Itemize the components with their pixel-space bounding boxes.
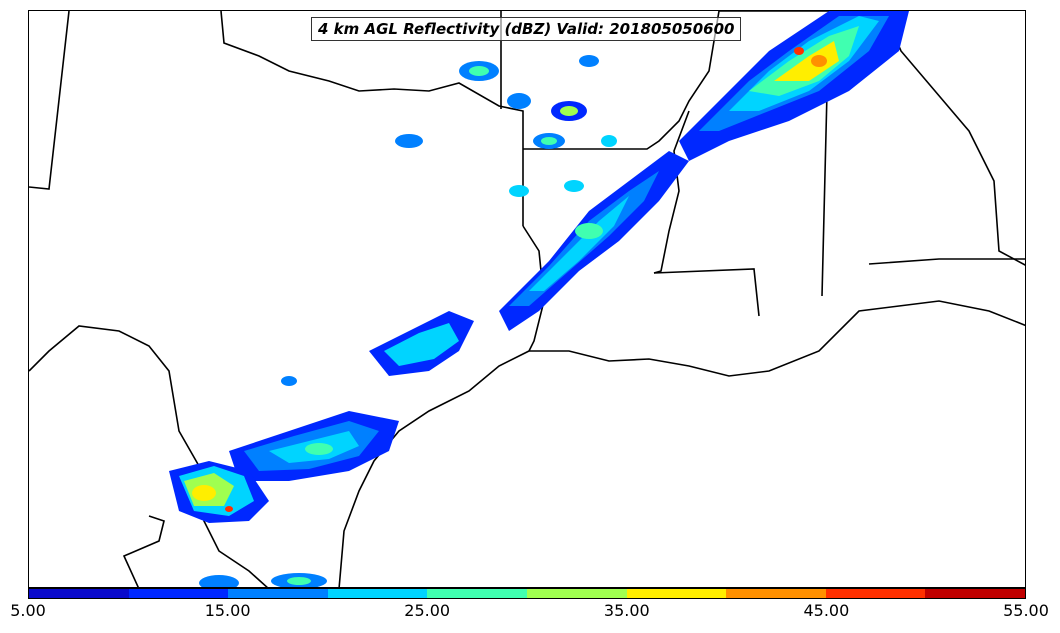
map-panel: 4 km AGL Reflectivity (dBZ) Valid: 20180… <box>28 10 1026 588</box>
state-border-nm-west <box>29 11 70 190</box>
colorbar-tick-label: 35.00 <box>603 601 650 620</box>
map-title: 4 km AGL Reflectivity (dBZ) Valid: 20180… <box>311 17 742 41</box>
al-ga-border <box>883 11 1025 266</box>
fl-border <box>868 258 1025 265</box>
colorbar-bin <box>825 589 926 598</box>
colorbar-bin <box>427 589 527 598</box>
ok-tx-border <box>220 11 524 226</box>
ms-al-border <box>719 11 830 297</box>
colorbar-bin <box>327 589 428 598</box>
colorbar <box>28 588 1026 599</box>
squall-line-east <box>679 11 909 161</box>
tx-coast <box>529 300 1025 377</box>
scattered-cells <box>199 55 617 587</box>
colorbar-tick-label: 55.00 <box>1003 601 1049 620</box>
colorbar-bin <box>626 589 727 598</box>
colorbar-bin <box>29 589 129 598</box>
colorbar-bin <box>526 589 627 598</box>
colorbar-bin <box>726 589 826 598</box>
colorbar-tick-label: 5.00 <box>10 601 46 620</box>
la-ms-border <box>653 268 760 317</box>
colorbar-bin <box>925 589 1025 598</box>
mississippi-river <box>653 110 690 274</box>
tx-border-west <box>29 325 268 587</box>
colorbar-tick-label: 25.00 <box>404 601 451 620</box>
colorbar-tick-label: 45.00 <box>803 601 850 620</box>
colorbar-tick-label: 15.00 <box>204 601 251 620</box>
squall-line-southwest <box>169 311 474 523</box>
tx-gulf-coast <box>338 350 530 587</box>
mx-border <box>122 515 165 587</box>
reflectivity-echoes <box>169 11 909 587</box>
colorbar-bin <box>228 589 328 598</box>
colorbar-tick-labels: 5.00 15.00 25.00 35.00 45.00 55.00 <box>0 601 1060 623</box>
squall-line-central <box>499 151 689 331</box>
colorbar-bin <box>128 589 229 598</box>
reflectivity-map <box>29 11 1025 587</box>
